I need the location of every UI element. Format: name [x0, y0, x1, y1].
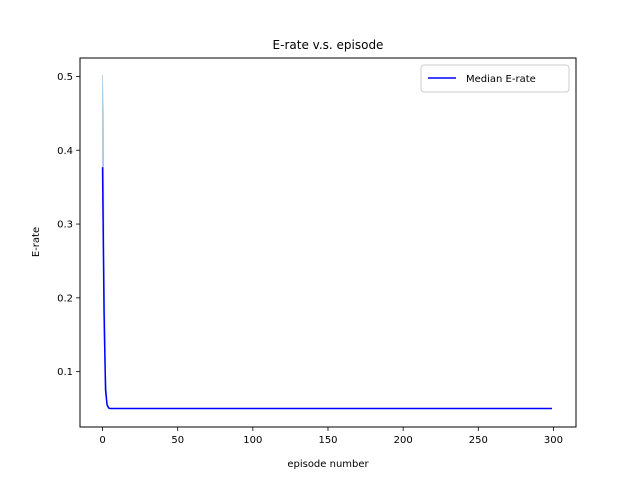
x-tick-label: 0 [99, 435, 105, 446]
y-tick-label: 0.4 [57, 146, 73, 157]
legend-box [420, 64, 570, 93]
series-layer [101, 167, 552, 410]
series-line-median-e-rate [101, 167, 552, 410]
x-axis-ticks: 0 50 100 150 200 250 300 [99, 427, 563, 446]
legend-label-median-e-rate: Median E-rate [466, 74, 536, 85]
y-axis-ticks: 0.1 0.2 0.3 0.4 0.5 [57, 72, 80, 378]
y-tick-label: 0.5 [57, 72, 73, 83]
x-tick-label: 250 [469, 435, 488, 446]
x-axis-label: episode number [287, 459, 369, 470]
y-tick-label: 0.3 [57, 220, 73, 231]
x-tick-label: 150 [318, 435, 337, 446]
x-tick-label: 200 [394, 435, 413, 446]
y-axis-label: E-rate [31, 227, 42, 257]
x-tick-label: 300 [544, 435, 563, 446]
y-tick-label: 0.2 [57, 293, 73, 304]
x-tick-label: 50 [171, 435, 184, 446]
x-tick-label: 100 [243, 435, 262, 446]
y-tick-label: 0.1 [57, 367, 73, 378]
legend: Median E-rate [420, 64, 570, 93]
chart-title: E-rate v.s. episode [273, 38, 384, 52]
